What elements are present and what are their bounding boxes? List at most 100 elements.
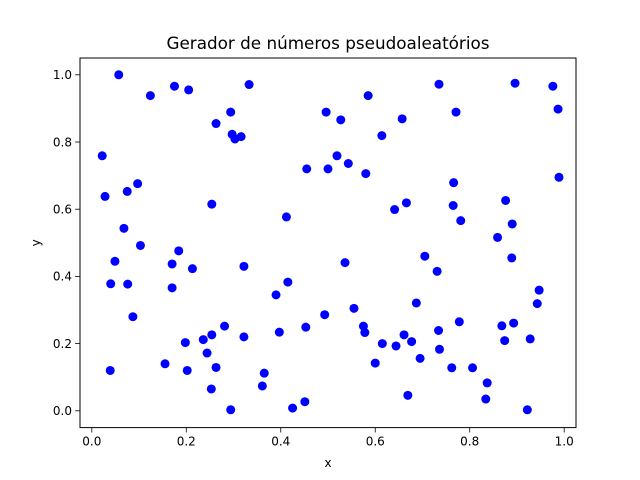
data-point	[349, 303, 359, 313]
data-point	[301, 322, 311, 332]
data-point	[180, 338, 190, 348]
data-point	[525, 334, 535, 344]
y-tick-label: 0.0	[53, 404, 72, 418]
data-point	[332, 151, 342, 161]
data-point	[226, 405, 236, 415]
axes-frame	[79, 57, 577, 429]
data-point	[187, 264, 197, 274]
data-point	[420, 251, 430, 261]
data-point	[97, 151, 107, 161]
data-point	[135, 240, 145, 250]
data-point	[377, 131, 387, 141]
data-point	[500, 336, 510, 346]
x-tick-label: 0.0	[82, 435, 101, 449]
data-point	[167, 283, 177, 293]
data-point	[169, 81, 179, 91]
data-point	[390, 205, 400, 215]
data-point	[411, 298, 421, 308]
x-tick-label: 0.6	[366, 435, 385, 449]
data-point	[407, 337, 417, 347]
x-axis-label: x	[324, 456, 331, 470]
data-point	[244, 80, 254, 90]
data-point	[239, 261, 249, 271]
data-point	[451, 107, 461, 117]
data-point	[361, 169, 371, 179]
data-point	[167, 259, 177, 269]
data-point	[434, 79, 444, 89]
data-point	[202, 348, 212, 358]
data-point	[236, 132, 246, 142]
x-tick-label: 0.4	[271, 435, 290, 449]
data-point	[211, 119, 221, 129]
data-point	[119, 223, 129, 233]
data-point	[281, 212, 291, 222]
data-point	[160, 359, 170, 369]
data-point	[321, 107, 331, 117]
x-tick-label: 0.2	[177, 435, 196, 449]
x-tick-label: 0.8	[460, 435, 479, 449]
data-point	[128, 312, 138, 322]
data-point	[434, 344, 444, 354]
data-point	[534, 285, 544, 295]
data-point	[456, 216, 466, 226]
data-point	[434, 326, 444, 335]
data-point	[105, 365, 115, 375]
data-point	[184, 85, 194, 95]
data-point	[449, 178, 459, 188]
data-point	[133, 179, 143, 189]
data-point	[283, 277, 293, 287]
data-point	[360, 328, 370, 338]
data-point	[447, 363, 457, 373]
data-point	[182, 365, 192, 375]
data-point	[497, 321, 507, 331]
data-point	[302, 164, 312, 174]
data-point	[300, 397, 310, 407]
data-point	[211, 362, 221, 372]
data-point	[206, 384, 216, 394]
y-tick-label: 0.8	[53, 135, 72, 149]
data-point	[106, 279, 116, 289]
data-point	[336, 115, 346, 125]
data-point	[432, 266, 442, 276]
y-tick-label: 0.4	[53, 270, 72, 284]
data-point	[554, 172, 564, 182]
data-point	[323, 164, 333, 174]
y-axis-ticks: 0.0 0.2 0.4 0.6 0.8 1.0	[53, 68, 80, 418]
data-point	[468, 363, 478, 373]
data-point	[399, 330, 409, 340]
data-point	[397, 114, 407, 124]
x-axis-ticks: 0.0 0.2 0.4 0.6 0.8 1.0	[82, 427, 574, 449]
y-tick-label: 0.2	[53, 337, 72, 351]
data-point	[320, 310, 330, 320]
data-point	[123, 279, 133, 289]
y-tick-label: 1.0	[53, 68, 72, 82]
points-layer	[97, 70, 564, 415]
data-point	[220, 321, 230, 331]
data-point	[363, 91, 373, 101]
data-point	[100, 191, 110, 201]
data-point	[274, 327, 284, 337]
data-point	[257, 381, 267, 391]
data-point	[481, 394, 491, 404]
data-point	[509, 318, 519, 328]
data-point	[401, 198, 411, 208]
data-point	[207, 199, 217, 209]
data-point	[507, 219, 517, 229]
data-point	[493, 232, 503, 242]
data-point	[122, 186, 132, 196]
data-point	[207, 330, 217, 340]
y-tick-label: 0.6	[53, 203, 72, 217]
data-point	[271, 290, 281, 300]
data-point	[403, 390, 413, 400]
data-point	[522, 405, 532, 415]
y-axis-label: y	[29, 239, 43, 246]
data-point	[259, 368, 269, 378]
data-point	[239, 332, 249, 342]
data-point	[288, 403, 298, 413]
data-point	[548, 81, 558, 91]
data-point	[391, 341, 401, 351]
chart-title: Gerador de números pseudoaleatórios	[166, 33, 489, 53]
x-tick-label: 1.0	[555, 435, 574, 449]
